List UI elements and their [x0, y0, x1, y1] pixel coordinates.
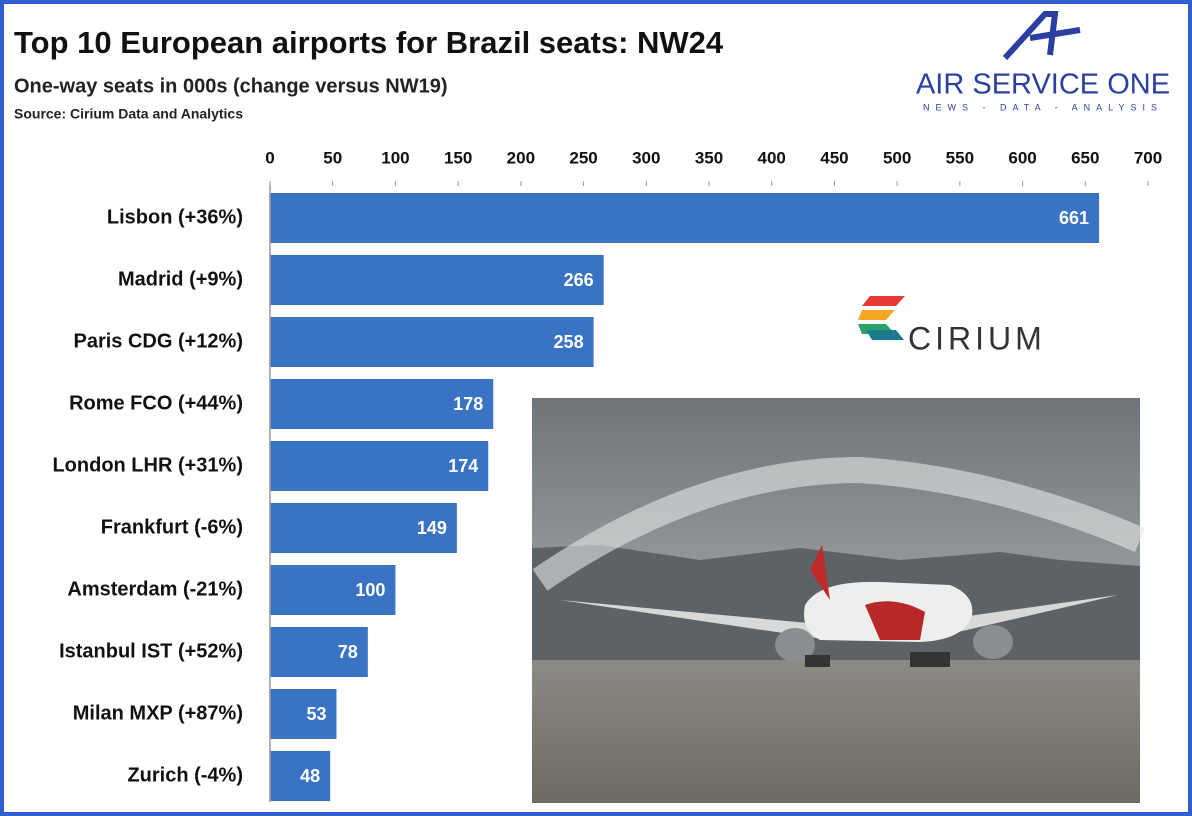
- source: Source: Cirium Data and Analytics: [14, 106, 243, 122]
- bar: [270, 441, 489, 491]
- x-tick-label: 600: [1008, 148, 1036, 167]
- bar: [270, 193, 1100, 243]
- x-tick-label: 50: [323, 148, 342, 167]
- bar: [270, 689, 337, 739]
- data-label: 258: [554, 332, 584, 352]
- y-tick-label: Lisbon (+36%): [107, 206, 243, 228]
- y-tick-label: Paris CDG (+12%): [73, 330, 243, 352]
- cirium-text: CIRIUM: [908, 320, 1046, 356]
- data-label: 53: [306, 704, 326, 724]
- cirium-logo: [858, 296, 905, 340]
- x-tick-label: 400: [758, 148, 786, 167]
- x-tick-label: 450: [820, 148, 848, 167]
- data-label: 178: [453, 394, 483, 414]
- y-tick-label: Amsterdam (-21%): [67, 578, 243, 600]
- y-tick-label: Milan MXP (+87%): [73, 702, 243, 724]
- data-label: 266: [564, 270, 594, 290]
- bar: [270, 565, 396, 615]
- bar: [270, 751, 331, 801]
- data-label: 78: [338, 642, 358, 662]
- photo: [532, 398, 1146, 803]
- chart-title: Top 10 European airports for Brazil seat…: [14, 25, 724, 60]
- y-tick-label: Madrid (+9%): [118, 268, 243, 290]
- x-tick-label: 0: [265, 148, 274, 167]
- data-label: 149: [417, 518, 447, 538]
- x-tick-label: 300: [632, 148, 660, 167]
- bar: [270, 379, 494, 429]
- bar: [270, 255, 604, 305]
- data-label: 661: [1059, 208, 1089, 228]
- x-tick-label: 150: [444, 148, 472, 167]
- y-tick-label: Rome FCO (+44%): [69, 392, 243, 414]
- bar: [270, 627, 368, 677]
- x-tick-label: 350: [695, 148, 723, 167]
- y-tick-label: Istanbul IST (+52%): [59, 640, 243, 662]
- x-tick-label: 500: [883, 148, 911, 167]
- x-tick-label: 550: [946, 148, 974, 167]
- x-tick-label: 700: [1134, 148, 1162, 167]
- data-label: 100: [355, 580, 385, 600]
- x-tick-label: 250: [569, 148, 597, 167]
- air-service-one-logo: [1002, 11, 1081, 61]
- data-label: 174: [448, 456, 478, 476]
- y-tick-label: London LHR (+31%): [52, 454, 243, 476]
- bar: [270, 503, 457, 553]
- logo-text: AIR SERVICE ONE: [916, 69, 1170, 101]
- x-tick-label: 200: [507, 148, 535, 167]
- y-tick-label: Frankfurt (-6%): [101, 516, 243, 538]
- logo-tagline: NEWS - DATA - ANALYSIS: [923, 102, 1163, 112]
- chart-subtitle: One-way seats in 000s (change versus NW1…: [14, 75, 448, 97]
- x-tick-label: 650: [1071, 148, 1099, 167]
- data-label: 48: [300, 766, 320, 786]
- x-tick-label: 100: [381, 148, 409, 167]
- bar: [270, 317, 594, 367]
- y-tick-label: Zurich (-4%): [127, 764, 243, 786]
